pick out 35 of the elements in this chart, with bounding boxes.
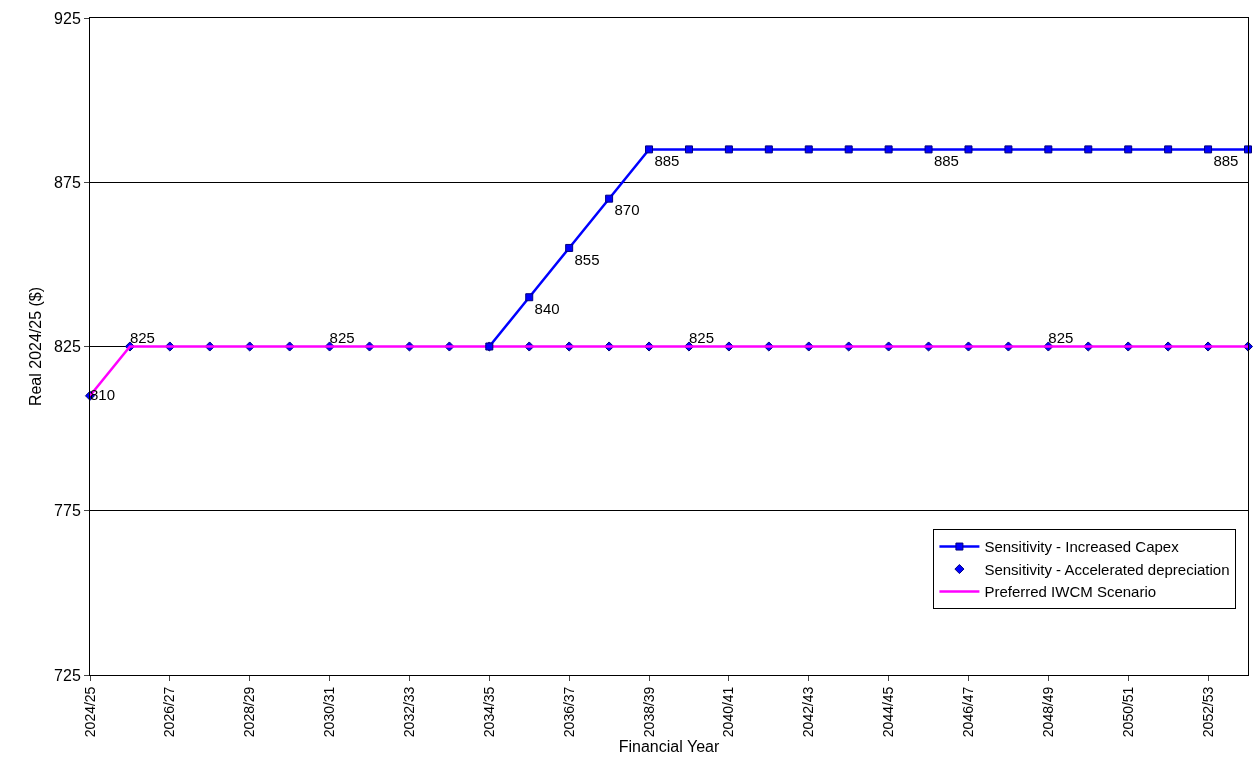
y-tick-label: 875 (54, 173, 81, 191)
x-tick-label: 2048/49 (1039, 686, 1056, 738)
x-axis-title: Financial Year (618, 737, 720, 755)
x-tick-label: 2042/43 (800, 686, 817, 738)
data-label: 855 (574, 250, 600, 268)
x-tick-label: 2032/33 (401, 686, 417, 738)
x-tick-label: 2036/37 (560, 686, 577, 738)
data-label: 885 (933, 152, 959, 170)
x-tick-label: 2052/53 (1199, 686, 1216, 738)
x-tick-label: 2038/39 (640, 686, 657, 738)
x-tick-label: 2040/41 (720, 686, 737, 738)
data-label: 825 (688, 328, 714, 346)
legend-label: Sensitivity - Accelerated depreciation (984, 560, 1230, 578)
y-tick-label: 725 (54, 666, 81, 684)
x-tick-label: 2028/29 (241, 686, 258, 738)
legend-label: Sensitivity - Increased Capex (984, 538, 1180, 556)
y-tick-label: 775 (54, 502, 81, 520)
x-tick-label: 2034/35 (480, 686, 497, 738)
y-tick-label: 825 (54, 338, 81, 356)
data-label: 885 (1213, 152, 1239, 170)
y-tick-label: 925 (54, 9, 81, 27)
x-tick-label: 2044/45 (880, 686, 897, 738)
x-tick-label: 2046/47 (960, 686, 977, 738)
data-label: 825 (329, 328, 355, 346)
x-tick-label: 2030/31 (321, 686, 338, 738)
data-label: 870 (614, 201, 640, 219)
x-tick-label: 2024/25 (81, 686, 98, 738)
data-label: 840 (534, 299, 560, 317)
legend-label: Preferred IWCM Scenario (984, 583, 1157, 601)
data-label: 825 (129, 328, 155, 346)
data-label: 885 (654, 152, 680, 170)
data-label: 825 (1048, 328, 1074, 346)
x-tick-label: 2026/27 (161, 686, 178, 738)
x-tick-label: 2050/51 (1119, 686, 1136, 738)
y-axis-title: Real 2024/25 ($) (27, 286, 44, 407)
